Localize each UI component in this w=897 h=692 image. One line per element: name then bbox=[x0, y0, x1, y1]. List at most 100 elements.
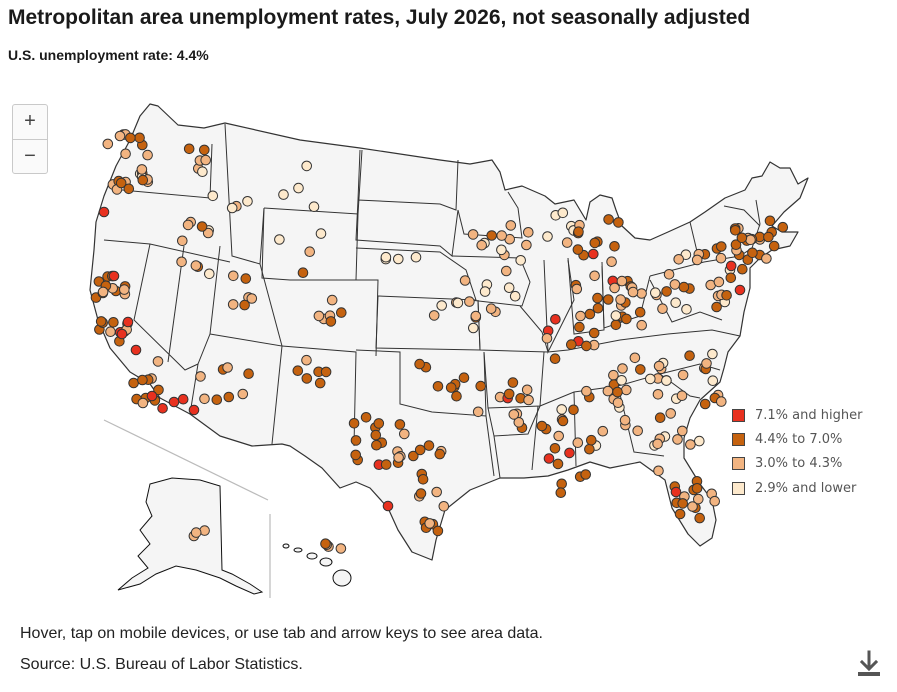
metro-point[interactable] bbox=[223, 391, 235, 403]
metro-point[interactable] bbox=[632, 425, 644, 437]
metro-point[interactable] bbox=[669, 279, 681, 290]
metro-point[interactable] bbox=[458, 372, 470, 384]
metro-point[interactable] bbox=[713, 276, 725, 288]
metro-point[interactable] bbox=[137, 374, 148, 386]
metro-point[interactable] bbox=[274, 234, 285, 245]
metro-point[interactable] bbox=[606, 256, 617, 268]
metro-point[interactable] bbox=[431, 486, 443, 498]
metro-point[interactable] bbox=[360, 412, 372, 423]
metro-point[interactable] bbox=[610, 319, 622, 331]
metro-point[interactable] bbox=[336, 307, 347, 318]
metro-point[interactable] bbox=[536, 420, 548, 432]
metro-point-high[interactable] bbox=[734, 284, 746, 296]
metro-point[interactable] bbox=[575, 310, 586, 322]
metro-point[interactable] bbox=[613, 217, 624, 228]
metro-point[interactable] bbox=[621, 384, 632, 396]
metro-point[interactable] bbox=[190, 527, 202, 538]
metro-point[interactable] bbox=[616, 275, 628, 287]
metro-point[interactable] bbox=[105, 326, 116, 338]
metro-point[interactable] bbox=[661, 286, 672, 297]
metro-point[interactable] bbox=[650, 287, 661, 299]
metro-point[interactable] bbox=[653, 360, 665, 372]
metro-point[interactable] bbox=[542, 231, 553, 242]
metro-point[interactable] bbox=[197, 166, 208, 177]
metro-point[interactable] bbox=[314, 377, 326, 389]
metro-point[interactable] bbox=[654, 412, 666, 424]
metro-point[interactable] bbox=[588, 248, 599, 260]
metro-point-high[interactable] bbox=[670, 486, 682, 498]
metro-point[interactable] bbox=[556, 478, 568, 490]
metro-point[interactable] bbox=[350, 449, 362, 461]
metro-point[interactable] bbox=[521, 239, 532, 251]
metro-point[interactable] bbox=[475, 380, 487, 392]
metro-point[interactable] bbox=[393, 253, 404, 265]
metro-point[interactable] bbox=[761, 253, 772, 264]
metro-point[interactable] bbox=[691, 254, 703, 266]
metro-point[interactable] bbox=[716, 396, 727, 407]
metro-point[interactable] bbox=[119, 284, 130, 295]
metro-point[interactable] bbox=[736, 232, 748, 244]
metro-point[interactable] bbox=[634, 306, 646, 318]
metro-point[interactable] bbox=[552, 458, 564, 470]
metro-point[interactable] bbox=[763, 231, 774, 243]
metro-point[interactable] bbox=[521, 384, 533, 396]
metro-point[interactable] bbox=[609, 241, 620, 252]
metro-point[interactable] bbox=[592, 292, 603, 304]
metro-point[interactable] bbox=[423, 440, 435, 451]
metro-point[interactable] bbox=[137, 397, 149, 409]
metro-point[interactable] bbox=[610, 310, 622, 321]
metro-point[interactable] bbox=[467, 229, 479, 240]
metro-point[interactable] bbox=[507, 377, 519, 388]
metro-point[interactable] bbox=[459, 275, 471, 286]
metro-point[interactable] bbox=[451, 390, 462, 402]
zoom-in-button[interactable]: + bbox=[24, 110, 36, 132]
metro-point[interactable] bbox=[572, 244, 584, 255]
metro-point[interactable] bbox=[292, 365, 304, 377]
metro-point[interactable] bbox=[114, 130, 126, 142]
metro-point[interactable] bbox=[681, 304, 692, 315]
metro-point[interactable] bbox=[496, 230, 508, 241]
metro-point[interactable] bbox=[380, 459, 392, 470]
metro-point[interactable] bbox=[207, 190, 219, 202]
metro-point[interactable] bbox=[589, 237, 601, 249]
metro-point[interactable] bbox=[737, 263, 748, 275]
metro-point[interactable] bbox=[505, 220, 517, 231]
metro-point[interactable] bbox=[573, 226, 584, 237]
metro-point[interactable] bbox=[190, 260, 202, 271]
metro-point[interactable] bbox=[747, 247, 758, 259]
metro-point[interactable] bbox=[485, 303, 497, 315]
metro-point[interactable] bbox=[313, 310, 325, 322]
metro-point[interactable] bbox=[468, 322, 479, 334]
metro-point[interactable] bbox=[428, 310, 440, 321]
metro-point[interactable] bbox=[612, 386, 623, 398]
metro-point[interactable] bbox=[652, 389, 664, 400]
metro-point[interactable] bbox=[553, 430, 565, 442]
metro-point[interactable] bbox=[572, 437, 584, 449]
metro-point[interactable] bbox=[616, 375, 627, 386]
metro-point[interactable] bbox=[694, 435, 705, 447]
metro-point[interactable] bbox=[350, 435, 362, 446]
metro-point[interactable] bbox=[432, 381, 444, 392]
metro-point[interactable] bbox=[436, 300, 448, 311]
metro-point[interactable] bbox=[515, 254, 527, 266]
metro-point[interactable] bbox=[434, 448, 446, 460]
metro-point[interactable] bbox=[222, 362, 233, 373]
metro-point[interactable] bbox=[571, 283, 583, 295]
metro-point[interactable] bbox=[636, 288, 647, 299]
metro-point[interactable] bbox=[556, 404, 568, 415]
metro-point[interactable] bbox=[371, 439, 382, 451]
metro-point[interactable] bbox=[768, 240, 780, 252]
metro-point[interactable] bbox=[561, 237, 573, 248]
metro-point-high[interactable] bbox=[146, 390, 158, 402]
metro-point[interactable] bbox=[580, 469, 592, 480]
metro-point[interactable] bbox=[438, 501, 450, 512]
metro-point[interactable] bbox=[627, 286, 639, 298]
metro-point[interactable] bbox=[414, 444, 426, 456]
metro-point[interactable] bbox=[612, 397, 624, 409]
metro-point[interactable] bbox=[550, 314, 561, 325]
metro-point[interactable] bbox=[615, 294, 626, 305]
zoom-out-button[interactable]: − bbox=[13, 139, 47, 174]
metro-point[interactable] bbox=[293, 182, 304, 194]
metro-point[interactable] bbox=[687, 501, 698, 512]
metro-point[interactable] bbox=[200, 154, 211, 166]
